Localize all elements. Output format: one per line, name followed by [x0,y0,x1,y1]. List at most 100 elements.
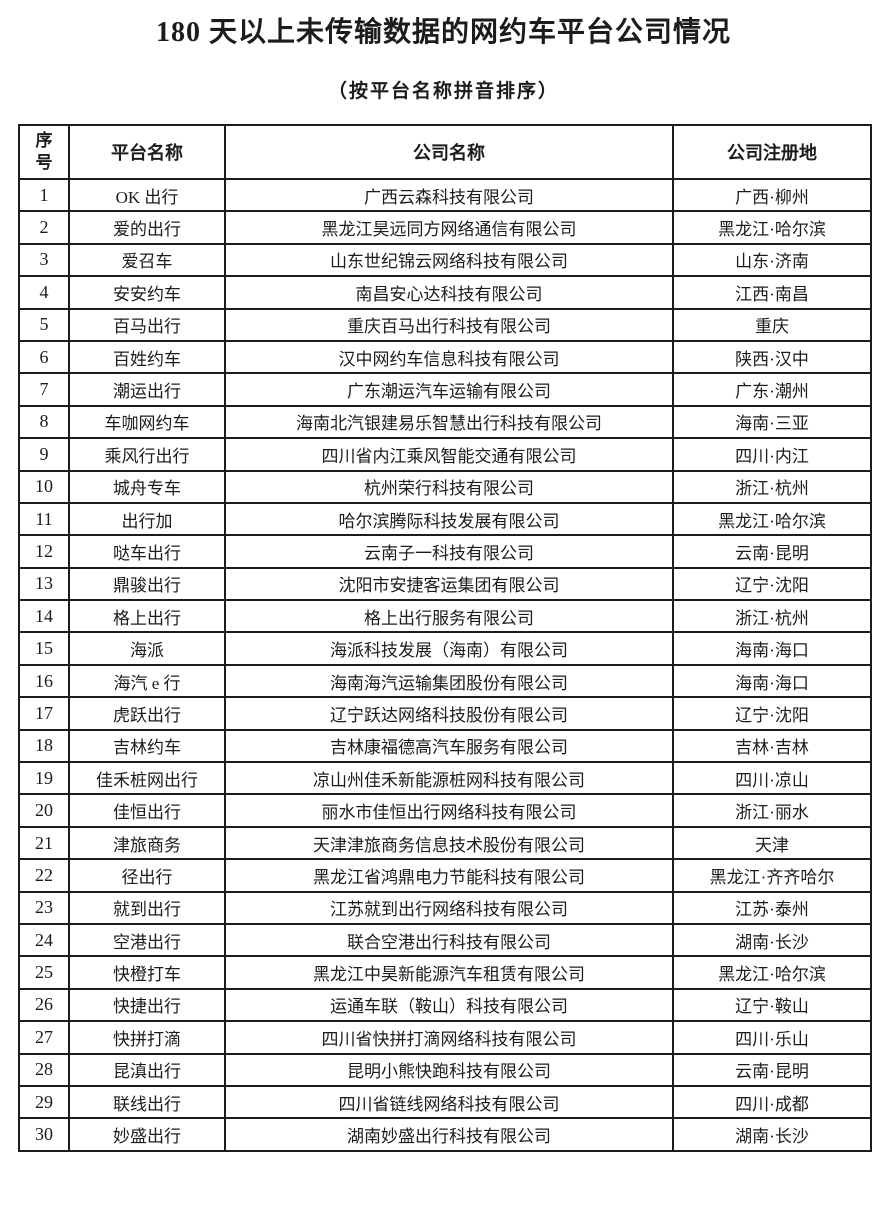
table-row: 28 昆滇出行 昆明小熊快跑科技有限公司 云南·昆明 [18,1052,872,1087]
cell-company-name: 广东潮运汽车运输有限公司 [224,372,674,407]
cell-registration-place: 辽宁·沈阳 [672,696,872,731]
cell-platform-name: 就到出行 [68,890,226,925]
cell-index: 30 [18,1117,70,1152]
platform-table: 序 号 平台名称 公司名称 公司注册地 1 OK 出行 广西云森科技有限公司 广西·柳… [18,124,872,1152]
cell-platform-name: 出行加 [68,501,226,537]
cell-index: 1 [18,177,70,213]
cell-platform-name: 虎跃出行 [68,696,226,731]
table-row: 22 径出行 黑龙江省鸿鼎电力节能科技有限公司 黑龙江·齐齐哈尔 [18,858,872,893]
cell-registration-place: 天津 [672,825,872,861]
table-row: 6 百姓约车 汉中网约车信息科技有限公司 陕西·汉中 [18,339,872,375]
cell-platform-name: 津旅商务 [68,825,226,861]
cell-index: 9 [18,437,70,472]
cell-index: 23 [18,890,70,925]
table-row: 9 乘风行出行 四川省内江乘风智能交通有限公司 四川·内江 [18,437,872,472]
table-row: 8 车咖网约车 海南北汽银建易乐智慧出行科技有限公司 海南·三亚 [18,404,872,440]
cell-company-name: 凉山州佳禾新能源桩网科技有限公司 [224,761,674,796]
cell-registration-place: 广东·潮州 [672,372,872,407]
cell-platform-name: 妙盛出行 [68,1117,226,1152]
cell-registration-place: 辽宁·沈阳 [672,566,872,602]
cell-index: 2 [18,210,70,245]
table-row: 17 虎跃出行 辽宁跃达网络科技股份有限公司 辽宁·沈阳 [18,696,872,731]
cell-index: 4 [18,275,70,310]
table-row: 10 城舟专车 杭州荣行科技有限公司 浙江·杭州 [18,469,872,504]
cell-company-name: 天津津旅商务信息技术股份有限公司 [224,825,674,861]
cell-company-name: 山东世纪锦云网络科技有限公司 [224,242,674,278]
cell-registration-place: 黑龙江·哈尔滨 [672,955,872,990]
cell-index: 20 [18,793,70,828]
cell-registration-place: 重庆 [672,307,872,342]
cell-company-name: 哈尔滨腾际科技发展有限公司 [224,501,674,537]
cell-registration-place: 海南·海口 [672,663,872,699]
cell-registration-place: 海南·海口 [672,631,872,666]
cell-platform-name: 鼎骏出行 [68,566,226,602]
cell-platform-name: 快拼打滴 [68,1020,226,1055]
cell-company-name: 联合空港出行科技有限公司 [224,922,674,958]
cell-index: 11 [18,501,70,537]
table-row: 4 安安约车 南昌安心达科技有限公司 江西·南昌 [18,275,872,310]
cell-platform-name: 安安约车 [68,275,226,310]
cell-company-name: 格上出行服务有限公司 [224,599,674,634]
cell-registration-place: 云南·昆明 [672,534,872,569]
cell-index: 16 [18,663,70,699]
cell-platform-name: 联线出行 [68,1084,226,1120]
cell-platform-name: 吉林约车 [68,728,226,764]
cell-platform-name: 快橙打车 [68,955,226,990]
cell-company-name: 沈阳市安捷客运集团有限公司 [224,566,674,602]
cell-platform-name: 佳恒出行 [68,793,226,828]
cell-platform-name: 佳禾桩网出行 [68,761,226,796]
cell-company-name: 重庆百马出行科技有限公司 [224,307,674,342]
cell-platform-name: 城舟专车 [68,469,226,504]
table-row: 16 海汽 e 行海南海汽运输集团股份有限公司 海南·海口 [18,663,872,699]
cell-platform-name: 快捷出行 [68,987,226,1023]
cell-registration-place: 黑龙江·哈尔滨 [672,210,872,245]
page-title: 180 天以上未传输数据的网约车平台公司情况 [155,17,731,48]
cell-company-name: 海南海汽运输集团股份有限公司 [224,663,674,699]
table-row: 24 空港出行 联合空港出行科技有限公司 湖南·长沙 [18,922,872,958]
cell-index: 24 [18,922,70,958]
table-row: 14 格上出行 格上出行服务有限公司 浙江·杭州 [18,599,872,634]
table-row: 1 OK 出行 广西云森科技有限公司 广西·柳州 [18,177,872,213]
table-row: 19 佳禾桩网出行 凉山州佳禾新能源桩网科技有限公司 四川·凉山 [18,761,872,796]
cell-platform-name: 海汽 e 行 [68,663,226,699]
cell-company-name: 黑龙江昊远同方网络通信有限公司 [224,210,674,245]
cell-platform-name: 昆滇出行 [68,1052,226,1087]
cell-company-name: 汉中网约车信息科技有限公司 [224,339,674,375]
cell-index: 8 [18,404,70,440]
cell-registration-place: 江苏·泰州 [672,890,872,925]
table-row: 20 佳恒出行 丽水市佳恒出行网络科技有限公司 浙江·丽水 [18,793,872,828]
table-row: 12 哒车出行 云南子一科技有限公司 云南·昆明 [18,534,872,569]
cell-company-name: 杭州荣行科技有限公司 [224,469,674,504]
cell-company-name: 吉林康福德高汽车服务有限公司 [224,728,674,764]
cell-company-name: 云南子一科技有限公司 [224,534,674,569]
cell-platform-name: 爱的出行 [68,210,226,245]
cell-company-name: 黑龙江中昊新能源汽车租赁有限公司 [224,955,674,990]
cell-registration-place: 四川·内江 [672,437,872,472]
cell-index: 21 [18,825,70,861]
cell-company-name: 广西云森科技有限公司 [224,177,674,213]
table-row: 2 爱的出行 黑龙江昊远同方网络通信有限公司 黑龙江·哈尔滨 [18,210,872,245]
cell-registration-place: 山东·济南 [672,242,872,278]
cell-platform-name: 格上出行 [68,599,226,634]
cell-index: 17 [18,696,70,731]
cell-registration-place: 辽宁·鞍山 [672,987,872,1023]
header-registration-place: 公司注册地 [672,124,872,180]
cell-platform-name: 空港出行 [68,922,226,958]
cell-index: 26 [18,987,70,1023]
cell-index: 14 [18,599,70,634]
cell-registration-place: 黑龙江·哈尔滨 [672,501,872,537]
cell-registration-place: 云南·昆明 [672,1052,872,1087]
cell-company-name: 昆明小熊快跑科技有限公司 [224,1052,674,1087]
table-row: 27 快拼打滴 四川省快拼打滴网络科技有限公司 四川·乐山 [18,1020,872,1055]
cell-registration-place: 浙江·丽水 [672,793,872,828]
cell-platform-name: 海派 [68,631,226,666]
cell-company-name: 南昌安心达科技有限公司 [224,275,674,310]
cell-registration-place: 吉林·吉林 [672,728,872,764]
cell-index: 22 [18,858,70,893]
table-row: 21 津旅商务 天津津旅商务信息技术股份有限公司 天津 [18,825,872,861]
cell-company-name: 辽宁跃达网络科技股份有限公司 [224,696,674,731]
cell-company-name: 运通车联（鞍山）科技有限公司 [224,987,674,1023]
cell-company-name: 四川省内江乘风智能交通有限公司 [224,437,674,472]
cell-index: 3 [18,242,70,278]
cell-platform-name: 车咖网约车 [68,404,226,440]
